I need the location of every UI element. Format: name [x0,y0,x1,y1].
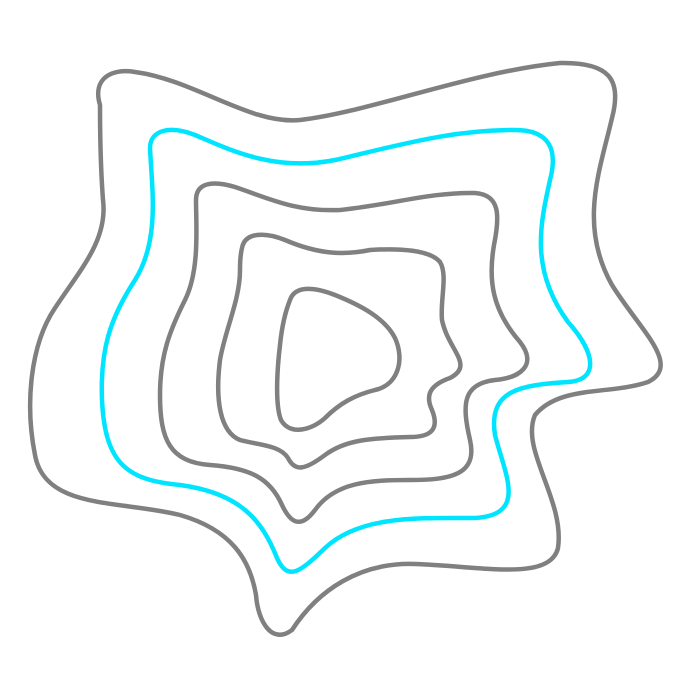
contour-inner [274,286,402,432]
contour-outer [27,60,663,637]
contour-ring-2 [99,127,593,574]
contour-ring-3 [157,181,530,524]
contour-ring-4 [215,232,463,470]
